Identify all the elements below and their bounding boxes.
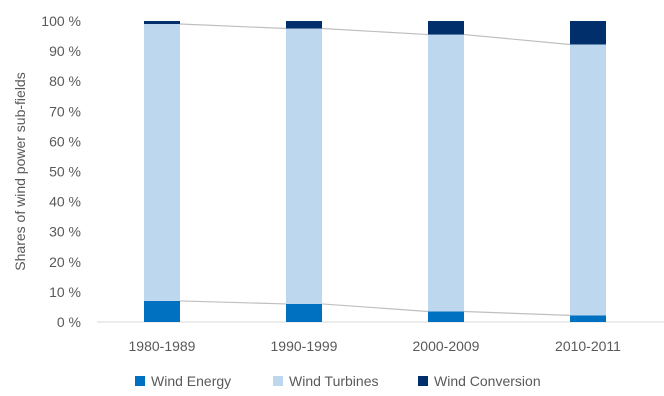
series-lines <box>179 23 571 316</box>
y-axis-label: Shares of wind power sub-fields <box>12 72 28 270</box>
legend-swatch <box>273 376 283 386</box>
x-tick-label: 2000-2009 <box>413 338 480 354</box>
bar-segment <box>144 21 180 25</box>
series-line <box>321 303 429 313</box>
bar-segment <box>286 28 322 304</box>
bar-segment <box>570 315 606 322</box>
bar-segment <box>570 21 606 45</box>
legend-label: Wind Energy <box>151 373 231 389</box>
series-line <box>179 23 287 30</box>
legend-label: Wind Conversion <box>434 373 541 389</box>
legend: Wind Energy Wind Turbines Wind Conversion <box>135 373 541 389</box>
bar-segment <box>286 303 322 322</box>
x-tick-label: 1990-1999 <box>271 338 338 354</box>
bar-segment <box>144 24 180 301</box>
bar-segment <box>286 21 322 29</box>
series-line <box>179 300 287 305</box>
y-tick-label: 100 % <box>41 13 81 29</box>
y-tick-label: 70 % <box>49 103 81 119</box>
y-tick-label: 40 % <box>49 194 81 210</box>
tick-labels: 0 % 10 % 20 % 30 % 40 % 50 % 60 % 70 % 80 % 90 % 1… <box>41 13 621 354</box>
x-tick-label: 2010-2011 <box>555 338 621 354</box>
legend-label: Wind Turbines <box>289 373 378 389</box>
y-tick-label: 80 % <box>49 73 81 89</box>
y-tick-label: 10 % <box>49 284 81 300</box>
series-line <box>463 310 571 316</box>
legend-swatch <box>135 376 145 386</box>
series-line <box>463 33 571 46</box>
series-line <box>321 27 429 36</box>
y-tick-label: 0 % <box>57 314 81 330</box>
y-tick-label: 90 % <box>49 43 81 59</box>
bar-segment <box>144 300 180 322</box>
bar-segment <box>428 311 464 322</box>
y-tick-label: 20 % <box>49 254 81 270</box>
y-tick-label: 50 % <box>49 164 81 180</box>
y-tick-label: 30 % <box>49 224 81 240</box>
bars <box>144 21 606 322</box>
y-tick-label: 60 % <box>49 133 81 149</box>
legend-swatch <box>418 376 428 386</box>
bar-segment <box>428 21 464 35</box>
bar-segment <box>428 34 464 312</box>
x-tick-label: 1980-1989 <box>129 338 196 354</box>
bar-segment <box>570 44 606 316</box>
